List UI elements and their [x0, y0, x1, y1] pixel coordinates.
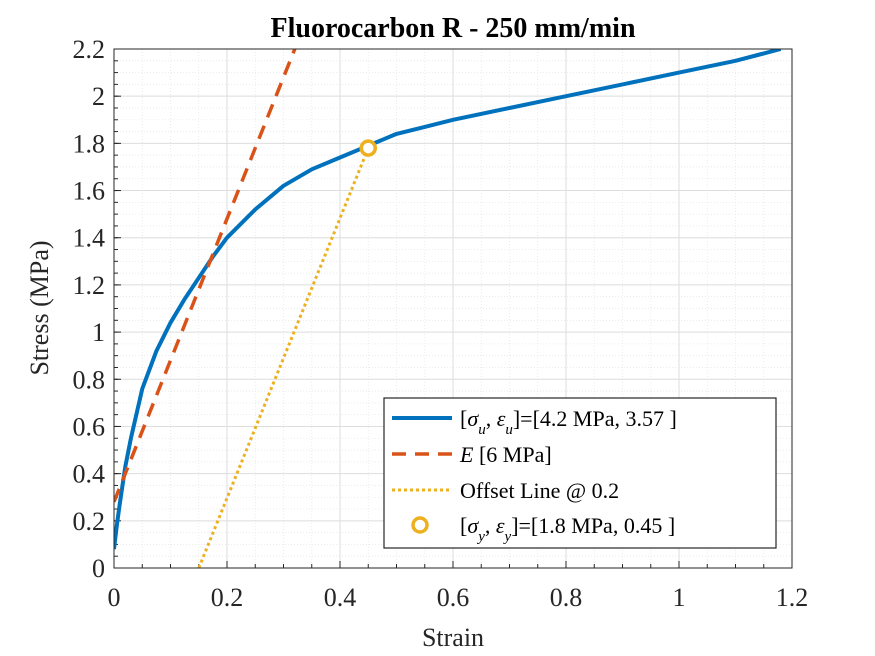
- y-tick-label: 1.8: [73, 129, 106, 158]
- y-tick-label: 0.8: [73, 365, 106, 394]
- y-tick-label: 0.4: [73, 460, 106, 489]
- x-tick-label: 1: [673, 583, 686, 612]
- y-tick-label: 2.2: [73, 35, 106, 64]
- legend: [σu, εu]=[4.2 MPa, 3.57 ] E [6 MPa] Offset…: [383, 397, 777, 549]
- x-tick-label: 1.2: [776, 583, 809, 612]
- x-tick-label: 0.4: [324, 583, 357, 612]
- y-tick-label: 0.6: [73, 412, 106, 441]
- legend-entry-2: E [6 MPa]: [459, 442, 552, 467]
- y-tick-label: 1.2: [73, 271, 106, 300]
- x-tick-label: 0.2: [211, 583, 244, 612]
- chart-title: Fluorocarbon R - 250 mm/min: [270, 13, 635, 44]
- legend-box: [383, 397, 777, 549]
- x-tick-label: 0: [108, 583, 121, 612]
- y-tick-label: 2: [92, 82, 105, 111]
- series-group: [114, 49, 782, 568]
- yield-point-marker: [359, 139, 377, 157]
- legend-entry-4: [σy, εy]=[1.8 MPa, 0.45 ]: [460, 513, 675, 545]
- legend-marker: [411, 516, 429, 534]
- legend-entry-3: Offset Line @ 0.2: [460, 478, 619, 503]
- y-tick-label: 0.2: [73, 507, 106, 536]
- x-tick-label: 0.8: [550, 583, 583, 612]
- legend-entry-1: [σu, εu]=[4.2 MPa, 3.57 ]: [460, 406, 677, 438]
- y-tick-label: 1: [92, 318, 105, 347]
- axes-box: [113, 48, 793, 569]
- y-tick-label: 0: [92, 554, 105, 583]
- series-line-2: [114, 49, 297, 503]
- y-tick-label: 1.4: [73, 224, 106, 253]
- y-axis-label: Stress (MPa): [25, 240, 54, 375]
- y-tick-label: 1.6: [73, 177, 106, 206]
- x-axis-label: Strain: [422, 623, 484, 652]
- x-tick-label: 0.6: [437, 583, 470, 612]
- series-line-1: [114, 49, 782, 550]
